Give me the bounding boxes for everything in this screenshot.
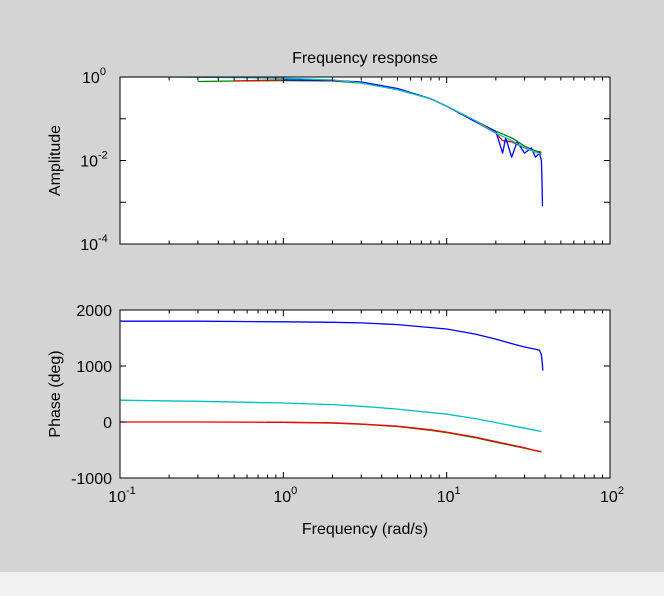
- y-tick-label: 10-4: [80, 233, 108, 254]
- y-axis-label: Phase (deg): [47, 350, 64, 437]
- series-line-1: [120, 320, 544, 371]
- axes-area: [120, 310, 610, 478]
- x-tick-label: 101: [437, 485, 461, 506]
- x-tick-label: 10-1: [108, 485, 136, 506]
- series-line-4: [120, 421, 542, 453]
- y-axis-label: Amplitude: [47, 125, 64, 196]
- y-tick-label: -1000: [71, 471, 112, 488]
- x-tick-label: 102: [600, 485, 624, 506]
- axes-area: [120, 77, 610, 244]
- x-tick-label: 100: [273, 485, 297, 506]
- series-line-4: [120, 77, 542, 156]
- series-line-2: [120, 399, 542, 433]
- y-tick-label: 10-2: [80, 150, 108, 171]
- y-tick-label: 2000: [76, 303, 112, 320]
- axes-frame: [119, 309, 611, 479]
- y-tick-label: 100: [82, 66, 106, 87]
- x-axis-label: Frequency (rad/s): [302, 521, 428, 538]
- chart-title: Frequency response: [292, 50, 438, 67]
- amplitude-axes: 100 10-2 10-4 Frequency response Amplitude: [47, 50, 611, 254]
- y-tick-label: 0: [103, 415, 112, 432]
- y-tick-label: 1000: [76, 359, 112, 376]
